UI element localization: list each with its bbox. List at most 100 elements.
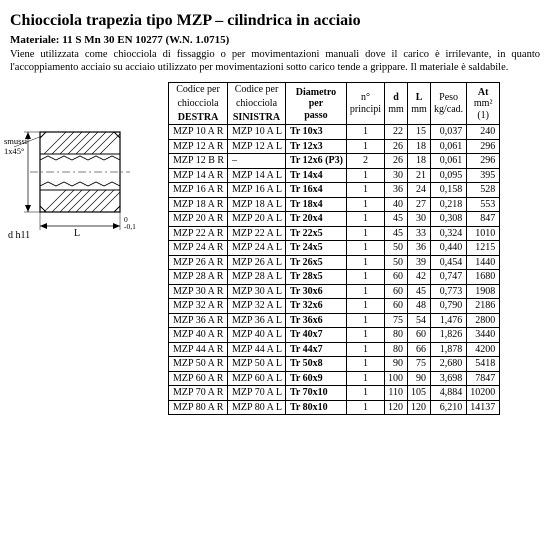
l-tol: 0 -0,1 (124, 216, 136, 230)
description-text: Viene utilizzata come chiocciola di fiss… (10, 48, 540, 74)
cell-code-r: MZP 24 A R (169, 241, 228, 256)
cell-at: 395 (467, 168, 500, 183)
cell-peso: 0,158 (431, 183, 467, 198)
h-col2b: chiocciola (228, 97, 286, 111)
cell-d: 110 (385, 386, 408, 401)
cell-code-r: MZP 80 A R (169, 400, 228, 415)
cell-d: 90 (385, 357, 408, 372)
cell-code-l: MZP 26 A L (228, 255, 286, 270)
cell-code-r: MZP 50 A R (169, 357, 228, 372)
cell-d: 60 (385, 284, 408, 299)
part-diagram: smussi 1x45° d h11 L 0 -0,1 (10, 112, 160, 262)
cell-at: 240 (467, 125, 500, 140)
material-line: Materiale: 11 S Mn 30 EN 10277 (W.N. 1.0… (10, 34, 540, 46)
cell-code-r: MZP 22 A R (169, 226, 228, 241)
cell-n: 1 (346, 125, 384, 140)
cell-dp: Tr 32x6 (285, 299, 346, 314)
cell-dp: Tr 60x9 (285, 371, 346, 386)
cell-L: 66 (408, 342, 431, 357)
table-row: MZP 20 A RMZP 20 A LTr 20x4145300,308847 (169, 212, 500, 227)
cell-d: 45 (385, 226, 408, 241)
cell-code-r: MZP 32 A R (169, 299, 228, 314)
table-row: MZP 30 A RMZP 30 A LTr 30x6160450,773190… (169, 284, 500, 299)
cell-dp: Tr 70x10 (285, 386, 346, 401)
cell-L: 30 (408, 212, 431, 227)
cell-code-r: MZP 40 A R (169, 328, 228, 343)
cell-code-r: MZP 12 B R (169, 154, 228, 169)
cell-at: 296 (467, 139, 500, 154)
cell-dp: Tr 20x4 (285, 212, 346, 227)
cell-code-r: MZP 70 A R (169, 386, 228, 401)
cell-n: 1 (346, 212, 384, 227)
d-label: d h11 (8, 230, 30, 241)
cell-peso: 0,747 (431, 270, 467, 285)
cell-at: 553 (467, 197, 500, 212)
cell-peso: 0,037 (431, 125, 467, 140)
table-row: MZP 80 A RMZP 80 A LTr 80x1011201206,210… (169, 400, 500, 415)
cell-at: 528 (467, 183, 500, 198)
cell-code-l: MZP 10 A L (228, 125, 286, 140)
cell-code-r: MZP 60 A R (169, 371, 228, 386)
spec-table: Codice per Codice per Diametroperpasso n… (168, 82, 500, 415)
cell-L: 45 (408, 284, 431, 299)
cell-L: 54 (408, 313, 431, 328)
cell-code-l: MZP 50 A L (228, 357, 286, 372)
h-col6: Lmm (408, 83, 431, 125)
cell-n: 2 (346, 154, 384, 169)
cell-d: 120 (385, 400, 408, 415)
h-col3: Diametroperpasso (285, 83, 346, 125)
cell-code-r: MZP 18 A R (169, 197, 228, 212)
cell-at: 4200 (467, 342, 500, 357)
cell-code-l: MZP 18 A L (228, 197, 286, 212)
cell-peso: 0,308 (431, 212, 467, 227)
cell-peso: 0,218 (431, 197, 467, 212)
table-row: MZP 50 A RMZP 50 A LTr 50x8190752,680541… (169, 357, 500, 372)
cell-d: 100 (385, 371, 408, 386)
cell-dp: Tr 36x6 (285, 313, 346, 328)
cell-code-l: MZP 60 A L (228, 371, 286, 386)
table-row: MZP 32 A RMZP 32 A LTr 32x6160480,790218… (169, 299, 500, 314)
cell-code-r: MZP 16 A R (169, 183, 228, 198)
table-row: MZP 12 A RMZP 12 A LTr 12x3126180,061296 (169, 139, 500, 154)
cell-dp: Tr 44x7 (285, 342, 346, 357)
cell-code-l: MZP 14 A L (228, 168, 286, 183)
cell-code-l: MZP 30 A L (228, 284, 286, 299)
cell-d: 22 (385, 125, 408, 140)
cell-peso: 0,440 (431, 241, 467, 256)
table-row: MZP 44 A RMZP 44 A LTr 44x7180661,878420… (169, 342, 500, 357)
cell-peso: 2,680 (431, 357, 467, 372)
cell-code-l: MZP 12 A L (228, 139, 286, 154)
cell-d: 60 (385, 270, 408, 285)
cell-dp: Tr 50x8 (285, 357, 346, 372)
cell-dp: Tr 10x3 (285, 125, 346, 140)
cell-at: 1215 (467, 241, 500, 256)
cell-d: 26 (385, 154, 408, 169)
cell-at: 1908 (467, 284, 500, 299)
table-row: MZP 40 A RMZP 40 A LTr 40x7180601,826344… (169, 328, 500, 343)
cell-code-l: MZP 24 A L (228, 241, 286, 256)
cell-code-l: MZP 36 A L (228, 313, 286, 328)
table-row: MZP 70 A RMZP 70 A LTr 70x1011101054,884… (169, 386, 500, 401)
cell-n: 1 (346, 139, 384, 154)
table-row: MZP 60 A RMZP 60 A LTr 60x91100903,69878… (169, 371, 500, 386)
cell-code-l: MZP 28 A L (228, 270, 286, 285)
cell-n: 1 (346, 241, 384, 256)
page-title: Chiocciola trapezia tipo MZP – cilindric… (10, 12, 540, 30)
cell-n: 1 (346, 284, 384, 299)
cell-code-r: MZP 28 A R (169, 270, 228, 285)
cell-d: 80 (385, 342, 408, 357)
h-col7: Pesokg/cad. (431, 83, 467, 125)
cell-dp: Tr 16x4 (285, 183, 346, 198)
cell-L: 42 (408, 270, 431, 285)
cell-n: 1 (346, 197, 384, 212)
cell-d: 75 (385, 313, 408, 328)
cell-code-r: MZP 30 A R (169, 284, 228, 299)
h-col1c: DESTRA (169, 111, 228, 125)
cell-d: 45 (385, 212, 408, 227)
cell-n: 1 (346, 183, 384, 198)
cell-L: 36 (408, 241, 431, 256)
cell-n: 1 (346, 226, 384, 241)
cell-d: 36 (385, 183, 408, 198)
table-row: MZP 16 A RMZP 16 A LTr 16x4136240,158528 (169, 183, 500, 198)
cell-at: 14137 (467, 400, 500, 415)
